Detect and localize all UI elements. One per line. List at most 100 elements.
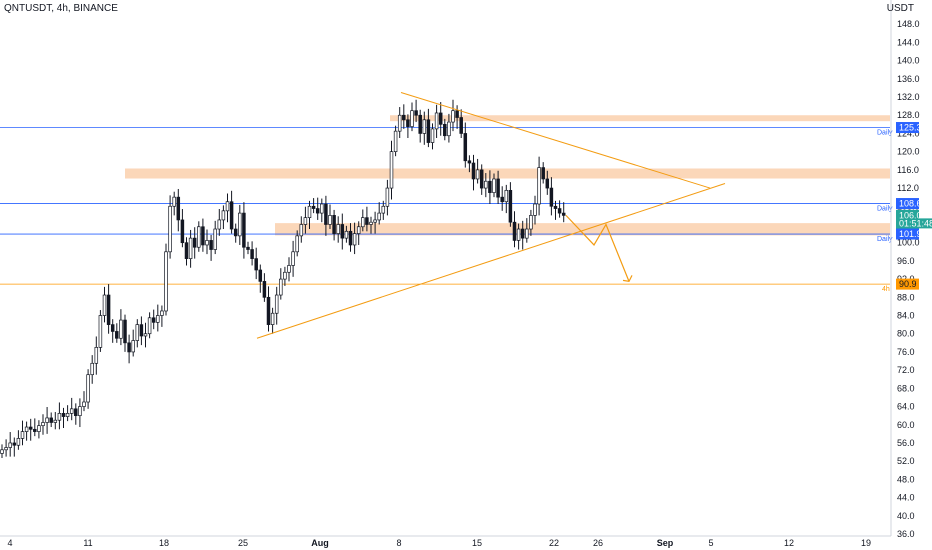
candle-body	[106, 294, 111, 325]
y-tick-label: 60.0	[897, 420, 915, 430]
candle-body	[192, 237, 197, 248]
candle-body	[389, 151, 394, 189]
candle-body	[459, 117, 463, 134]
candle-body	[352, 233, 357, 246]
candle-body	[8, 442, 12, 448]
x-tick-label: 8	[396, 538, 401, 548]
candle-body	[283, 271, 287, 280]
y-tick-label: 44.0	[897, 493, 915, 503]
candle-body	[561, 212, 566, 216]
x-tick-label: 4	[7, 538, 12, 548]
resistance-zone	[390, 115, 890, 122]
candle-body	[82, 401, 86, 407]
candle-body	[143, 333, 148, 337]
candle-body	[381, 205, 386, 214]
candle-body	[324, 203, 328, 225]
candle-body	[496, 178, 500, 198]
x-tick-label: 12	[784, 538, 794, 548]
x-tick-label: 18	[159, 538, 169, 548]
candle-body	[119, 319, 123, 339]
y-tick-label: 80.0	[897, 329, 915, 339]
x-tick-label: 5	[708, 538, 713, 548]
candle-body	[49, 417, 53, 423]
candle-body	[533, 203, 537, 216]
candle-body	[217, 219, 222, 230]
price-tag-label: 106.0	[899, 210, 922, 220]
candle-body	[266, 296, 271, 325]
candle-body	[467, 160, 472, 164]
candle-body	[147, 317, 152, 335]
price-tag	[896, 198, 919, 210]
y-tick-label: 124.0	[897, 128, 920, 138]
candle-body	[164, 251, 168, 312]
candle-body	[373, 219, 377, 223]
price-tag-label: 108.6	[899, 199, 922, 209]
candle-body	[221, 210, 226, 221]
candle-body	[135, 324, 140, 341]
candle-body	[377, 212, 381, 221]
candle-body	[340, 224, 345, 239]
candle-body	[74, 408, 78, 417]
x-tick-label: 22	[549, 538, 559, 548]
candle-body	[418, 114, 422, 134]
y-tick-label: 52.0	[897, 456, 915, 466]
candle-body	[94, 347, 99, 364]
y-tick-label: 148.0	[897, 19, 920, 29]
candle-body	[242, 212, 246, 248]
candle-body	[110, 324, 115, 332]
candle-body	[356, 226, 361, 234]
candle-body	[188, 237, 193, 259]
candle-body	[492, 178, 496, 193]
price-tag	[896, 278, 919, 290]
y-tick-label: 56.0	[897, 438, 915, 448]
x-tick-label: 26	[593, 538, 603, 548]
price-tag-label: 90.9	[899, 279, 917, 289]
candle-body	[180, 219, 185, 244]
candle-body	[520, 228, 525, 239]
candle-body	[434, 112, 439, 130]
candle-body	[406, 119, 410, 127]
candle-body	[402, 114, 406, 121]
level-label: Daily	[877, 130, 893, 137]
y-tick-label: 120.0	[897, 147, 920, 157]
candle-body	[139, 324, 144, 337]
candle-body	[20, 431, 25, 439]
candle-body	[336, 224, 340, 234]
candle-body	[184, 242, 189, 259]
candle-body	[258, 269, 263, 282]
candle-body	[529, 215, 533, 230]
candle-body	[438, 112, 443, 125]
candle-body	[463, 133, 468, 162]
candle-body	[90, 362, 94, 376]
y-tick-label: 144.0	[897, 37, 920, 47]
candle-body	[553, 205, 558, 209]
candle-body	[156, 315, 160, 323]
candle-body	[557, 208, 562, 214]
resistance-zone	[125, 168, 890, 179]
candle-body	[4, 447, 8, 451]
candle-body	[151, 317, 156, 323]
candle-body	[69, 408, 74, 414]
candle-body	[246, 246, 250, 250]
candle-body	[484, 180, 488, 189]
y-tick-label: 84.0	[897, 311, 915, 321]
x-tick-label: 25	[238, 538, 248, 548]
countdown-label: 01:51:48	[899, 218, 932, 228]
candle-body	[541, 167, 545, 180]
x-tick-label: 19	[861, 538, 871, 548]
candle-body	[86, 374, 90, 403]
trendline-annotations	[256, 92, 726, 339]
candle-body	[475, 169, 480, 180]
triangle-lower-line	[256, 183, 726, 339]
candle-body	[65, 413, 70, 417]
candle-body	[123, 319, 127, 344]
candle-body	[443, 123, 447, 137]
candle-body	[28, 426, 33, 430]
candle-body	[512, 221, 517, 241]
y-tick-label: 40.0	[897, 511, 915, 521]
candle-body	[315, 208, 320, 214]
candle-body	[451, 110, 455, 123]
candle-body	[369, 221, 373, 225]
price-tag-label: 125.3	[899, 123, 922, 133]
